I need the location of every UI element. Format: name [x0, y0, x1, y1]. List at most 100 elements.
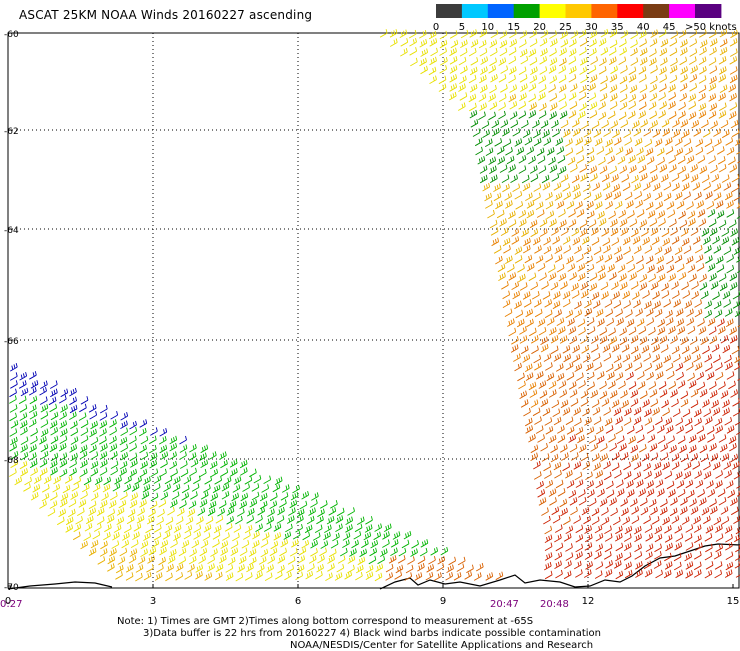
- wind-barb: [378, 556, 385, 564]
- wind-barb: [569, 66, 576, 74]
- wind-barb: [606, 481, 613, 489]
- wind-barb: [543, 291, 550, 299]
- wind-barb: [690, 49, 697, 57]
- wind-barb: [271, 541, 278, 549]
- wind-barb: [594, 247, 601, 255]
- wind-barb: [499, 218, 506, 226]
- wind-barb: [651, 282, 658, 290]
- wind-barb: [29, 419, 36, 427]
- note-line-3: NOAA/NESDIS/Center for Satellite Applica…: [290, 640, 593, 651]
- wind-barb: [164, 484, 171, 492]
- wind-barb: [600, 93, 607, 101]
- wind-barb: [677, 264, 684, 272]
- wind-barb: [682, 183, 689, 191]
- wind-barb: [20, 461, 27, 469]
- wind-barb: [511, 120, 518, 128]
- wind-barb: [603, 245, 610, 253]
- wind-barb: [726, 562, 733, 570]
- wind-barb: [550, 165, 557, 173]
- wind-barb: [623, 237, 630, 245]
- wind-barb: [226, 573, 233, 581]
- wind-barb: [682, 282, 689, 290]
- wind-barb: [614, 408, 621, 416]
- wind-barb: [561, 120, 568, 128]
- wind-barb: [709, 327, 716, 335]
- wind-barb: [154, 524, 161, 532]
- lat-lon-grid: [8, 33, 740, 588]
- wind-barb: [662, 119, 669, 127]
- wind-barb: [495, 256, 502, 264]
- wind-barb: [703, 516, 710, 524]
- wind-barb: [664, 193, 671, 201]
- wind-barb: [113, 483, 120, 491]
- wind-barb: [320, 548, 327, 556]
- wind-barb: [645, 417, 652, 425]
- wind-barb: [672, 453, 679, 461]
- wind-barb: [651, 228, 658, 236]
- wind-barb: [165, 525, 172, 533]
- wind-barb: [519, 166, 526, 174]
- wind-barb: [10, 413, 17, 421]
- wind-barb: [601, 282, 608, 290]
- wind-barb: [441, 547, 448, 555]
- wind-barb: [580, 220, 587, 228]
- wind-barb: [426, 572, 433, 580]
- wind-barb: [174, 525, 181, 533]
- wind-barb: [703, 462, 710, 470]
- wind-barb: [704, 409, 711, 417]
- wind-barb: [674, 299, 681, 307]
- wind-barb: [710, 506, 717, 514]
- wind-barb: [213, 485, 220, 493]
- wind-barb: [389, 555, 396, 563]
- wind-barb: [555, 561, 562, 569]
- wind-barb: [573, 345, 580, 353]
- wind-barb: [705, 191, 712, 199]
- wind-barb: [608, 111, 615, 119]
- wind-barb: [671, 281, 678, 289]
- wind-barb: [590, 102, 597, 110]
- wind-barb: [578, 273, 585, 281]
- wind-barb: [570, 272, 577, 280]
- wind-barb: [563, 463, 570, 471]
- wind-barb: [681, 399, 688, 407]
- wind-barb: [335, 524, 342, 532]
- wind-barb: [679, 272, 686, 280]
- wind-barb: [715, 561, 722, 569]
- wind-barb: [411, 549, 418, 557]
- wind-barb: [597, 489, 604, 497]
- wind-barb: [607, 372, 614, 380]
- wind-barb: [519, 67, 526, 75]
- wind-barb: [678, 380, 685, 388]
- wind-barb: [498, 264, 505, 272]
- wind-barb: [290, 548, 297, 556]
- wind-barb: [557, 425, 564, 433]
- wind-barb: [524, 299, 531, 307]
- wind-barb: [720, 283, 727, 291]
- wind-barb: [434, 572, 441, 580]
- wind-barb: [68, 509, 75, 517]
- wind-barb: [620, 85, 627, 93]
- wind-barb: [556, 543, 563, 551]
- wind-barb: [227, 516, 234, 524]
- wind-barb: [616, 309, 623, 317]
- wind-barb: [639, 111, 646, 119]
- wind-barb: [510, 85, 517, 93]
- wind-barb: [73, 532, 80, 540]
- wind-barb: [555, 570, 562, 578]
- wind-barb: [655, 526, 662, 534]
- wind-barb: [714, 517, 721, 525]
- wind-barb: [430, 76, 437, 84]
- wind-barb: [580, 57, 587, 65]
- wind-barb: [614, 470, 621, 478]
- wind-barb: [646, 202, 653, 210]
- wind-barb: [539, 497, 546, 505]
- wind-barb: [583, 354, 590, 362]
- wind-barb: [675, 255, 682, 263]
- wind-barb: [538, 92, 545, 100]
- wind-barb: [31, 492, 38, 500]
- wind-barb: [665, 561, 672, 569]
- wind-barb: [141, 549, 148, 557]
- wind-barb: [669, 155, 676, 163]
- wind-barb: [199, 469, 206, 477]
- wind-barb: [624, 408, 631, 416]
